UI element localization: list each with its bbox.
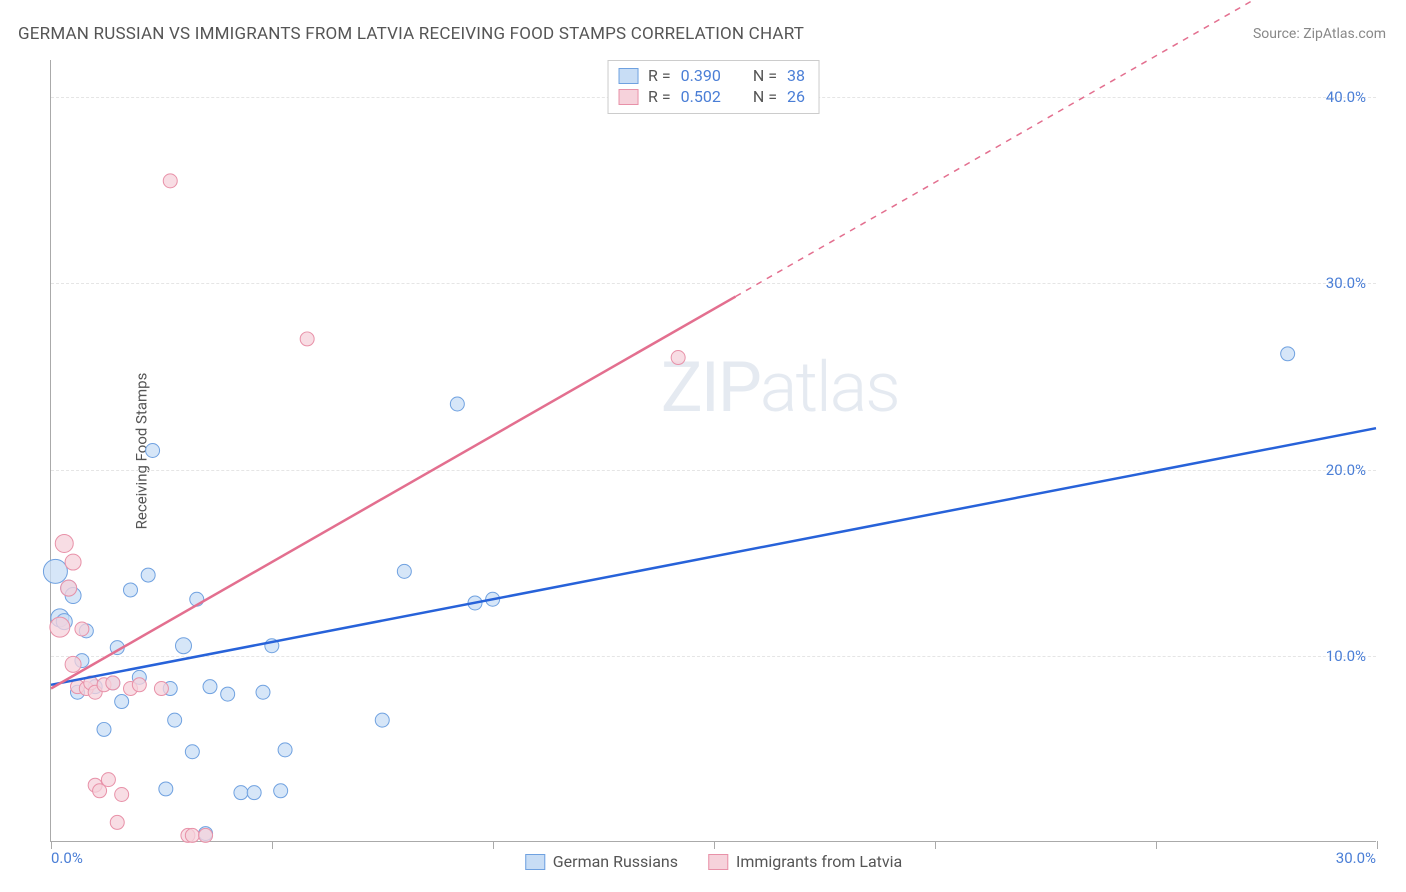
data-point [185,828,199,842]
legend-label-2: Immigrants from Latvia [736,852,902,871]
data-point [234,786,248,800]
chart-title: GERMAN RUSSIAN VS IMMIGRANTS FROM LATVIA… [18,24,804,44]
legend-stats-row-1: R = 0.390 N = 38 [618,65,805,86]
data-point [274,784,288,798]
data-point [132,678,146,692]
data-point [300,332,314,346]
regression-line [51,428,1376,685]
data-point [65,554,81,570]
data-point [55,534,73,552]
legend-stats-box: R = 0.390 N = 38 R = 0.502 N = 26 [607,60,820,114]
data-point [75,622,89,636]
x-tick [493,841,494,849]
n-value-2: 26 [787,87,805,106]
n-label-2: N = [753,87,777,106]
swatch-series-1 [618,68,638,84]
data-point [124,583,138,597]
data-point [176,638,192,654]
data-point [50,617,70,637]
data-point [203,680,217,694]
legend-stats-row-2: R = 0.502 N = 26 [618,86,805,107]
data-point [106,676,120,690]
data-point [97,722,111,736]
x-tick [1156,841,1157,849]
r-label-2: R = [648,87,671,106]
x-tick [714,841,715,849]
data-point [115,695,129,709]
x-tick [935,841,936,849]
legend-label-1: German Russians [553,852,678,871]
y-tick-label: 10.0% [1326,647,1366,665]
r-label-1: R = [648,66,671,85]
y-tick-label: 40.0% [1326,88,1366,106]
r-value-2: 0.502 [681,87,721,106]
data-point [43,559,67,583]
data-point [101,773,115,787]
data-point [163,174,177,188]
data-point [168,713,182,727]
data-point [61,580,77,596]
n-value-1: 38 [787,66,805,85]
data-point [115,788,129,802]
data-point [65,656,81,672]
x-axis-max-label: 30.0% [1336,849,1376,867]
r-value-1: 0.390 [681,66,721,85]
legend-bottom: German Russians Immigrants from Latvia [525,852,902,871]
source-attribution: Source: ZipAtlas.com [1253,26,1386,42]
data-point [247,786,261,800]
swatch-series-2 [618,89,638,105]
data-point [154,682,168,696]
data-point [397,564,411,578]
data-point [375,713,389,727]
x-tick [1377,841,1378,849]
x-tick [51,841,52,849]
data-point [671,351,685,365]
data-point [146,444,160,458]
data-point [256,685,270,699]
data-point [199,828,213,842]
data-point [141,568,155,582]
x-tick [272,841,273,849]
n-label-1: N = [753,66,777,85]
data-point [278,743,292,757]
data-point [1281,347,1295,361]
regression-line [51,297,736,689]
data-point [450,397,464,411]
swatch-series-1-bottom [525,854,545,870]
legend-item-1: German Russians [525,852,678,871]
legend-item-2: Immigrants from Latvia [708,852,902,871]
swatch-series-2-bottom [708,854,728,870]
data-point [221,687,235,701]
regression-line-extrapolated [736,0,1376,297]
data-point [159,782,173,796]
data-point [110,815,124,829]
x-axis-min-label: 0.0% [51,849,83,867]
scatter-plot-svg [51,60,1376,841]
chart-container: GERMAN RUSSIAN VS IMMIGRANTS FROM LATVIA… [0,0,1406,892]
plot-area: Receiving Food Stamps ZIPatlas R = 0.390… [50,60,1376,842]
y-tick-label: 20.0% [1326,461,1366,479]
y-tick-label: 30.0% [1326,274,1366,292]
data-point [185,745,199,759]
